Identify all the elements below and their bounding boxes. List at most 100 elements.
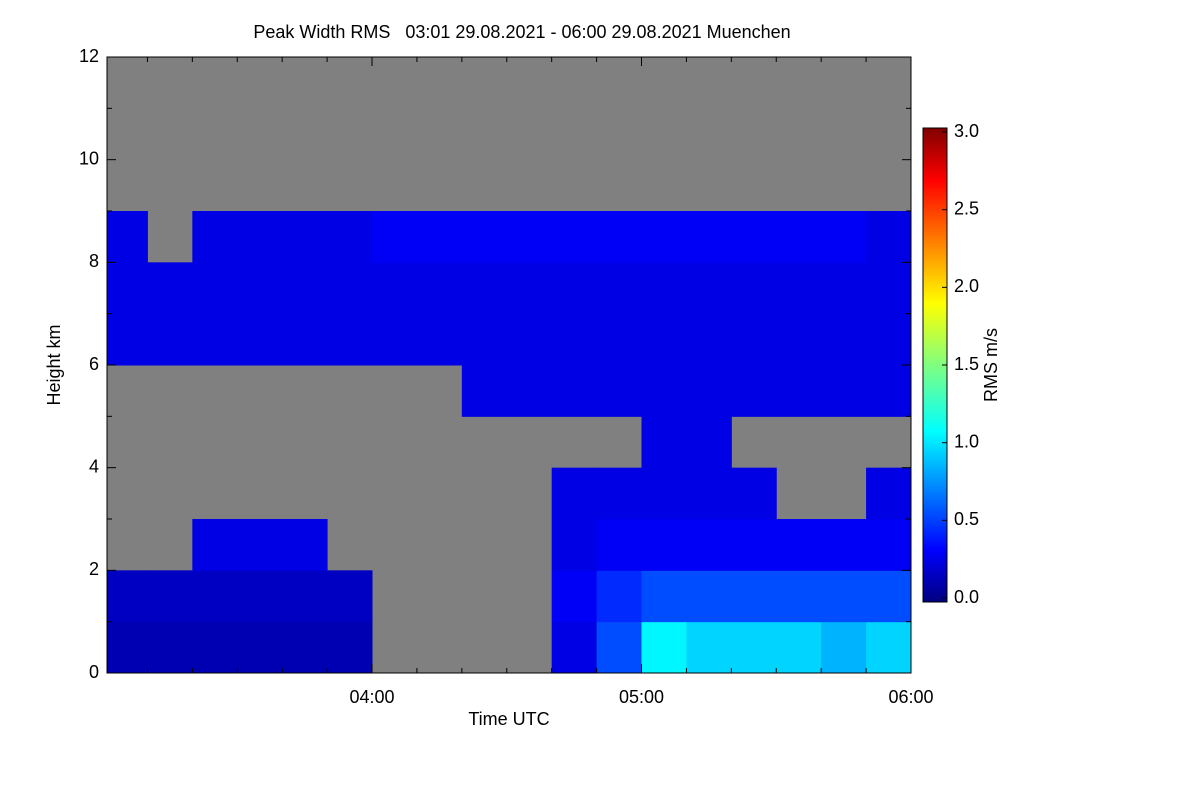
heatmap-cell bbox=[821, 570, 867, 623]
heatmap-cell bbox=[416, 262, 463, 315]
heatmap-cell bbox=[192, 519, 238, 571]
heatmap-cell bbox=[776, 519, 822, 571]
heatmap-cell bbox=[731, 262, 777, 315]
colorbar-label: RMS m/s bbox=[981, 328, 1001, 402]
heatmap-cell bbox=[821, 262, 867, 315]
x-axis-label: Time UTC bbox=[468, 709, 549, 729]
heatmap-cell bbox=[731, 519, 777, 571]
colorbar-tick-label: 0.0 bbox=[954, 587, 979, 607]
y-axis-label: Height km bbox=[44, 324, 64, 405]
heatmap-cell bbox=[731, 621, 777, 674]
heatmap-cell bbox=[686, 570, 732, 623]
heatmap-cell bbox=[866, 262, 912, 315]
y-tick-label: 12 bbox=[79, 46, 99, 66]
heatmap-cell bbox=[776, 365, 822, 417]
heatmap-cell bbox=[192, 211, 238, 263]
heatmap-cell bbox=[192, 313, 238, 366]
heatmap-cell bbox=[237, 519, 283, 571]
colorbar-tick-label: 2.0 bbox=[954, 276, 979, 296]
heatmap-cell bbox=[641, 467, 687, 520]
heatmap-cell bbox=[107, 621, 148, 674]
heatmap-cell bbox=[506, 211, 553, 263]
heatmap-cell bbox=[551, 365, 598, 417]
heatmap-cell bbox=[686, 365, 732, 417]
y-tick-label: 2 bbox=[89, 559, 99, 579]
heatmap-cell bbox=[641, 313, 687, 366]
heatmap-cell bbox=[641, 365, 687, 417]
heatmap-cell bbox=[641, 416, 687, 469]
heatmap-cell bbox=[641, 211, 687, 263]
heatmap-cell bbox=[686, 211, 732, 263]
colorbar-tick-label: 2.5 bbox=[954, 198, 979, 218]
heatmap-cell bbox=[237, 262, 283, 315]
heatmap-cell bbox=[282, 519, 328, 571]
heatmap-cell bbox=[551, 519, 598, 571]
heatmap-cell bbox=[641, 519, 687, 571]
x-tick-label: 06:00 bbox=[888, 687, 933, 707]
heatmap-cell bbox=[551, 313, 598, 366]
heatmap-cell bbox=[107, 313, 148, 366]
colorbar-tick-label: 3.0 bbox=[954, 121, 979, 141]
heatmap-cell bbox=[776, 211, 822, 263]
heatmap-cell bbox=[596, 519, 643, 571]
heatmap-cell bbox=[237, 570, 283, 623]
heatmap-cell bbox=[372, 313, 418, 366]
y-tick-label: 4 bbox=[89, 456, 99, 476]
heatmap-cell bbox=[641, 621, 687, 674]
heatmap-cell bbox=[551, 211, 598, 263]
heatmap-cell bbox=[506, 365, 553, 417]
y-tick-label: 0 bbox=[89, 662, 99, 682]
heatmap-cell bbox=[147, 570, 193, 623]
heatmap-cell bbox=[596, 365, 643, 417]
heatmap-cell bbox=[551, 570, 598, 623]
heatmap-cell bbox=[107, 262, 148, 315]
heatmap-cell bbox=[596, 211, 643, 263]
chart-title: Peak Width RMS 03:01 29.08.2021 - 06:00 … bbox=[253, 22, 790, 42]
heatmap-cell bbox=[686, 519, 732, 571]
heatmap-cell bbox=[686, 467, 732, 520]
heatmap-cell bbox=[596, 570, 643, 623]
heatmap-cell bbox=[776, 570, 822, 623]
heatmap-cell bbox=[821, 621, 867, 674]
heatmap-cell bbox=[731, 313, 777, 366]
x-tick-label: 05:00 bbox=[619, 687, 664, 707]
heatmap-cell bbox=[372, 262, 418, 315]
heatmap-cell bbox=[821, 313, 867, 366]
heatmap-cell bbox=[107, 211, 148, 263]
heatmap-cell bbox=[107, 570, 148, 623]
heatmap-cell bbox=[866, 211, 912, 263]
heatmap-cell bbox=[821, 211, 867, 263]
heatmap-cell bbox=[596, 621, 643, 674]
heatmap-cell bbox=[866, 519, 912, 571]
heatmap-cell bbox=[327, 262, 373, 315]
x-tick-label: 04:00 bbox=[349, 687, 394, 707]
heatmap-cell bbox=[192, 262, 238, 315]
heatmap-cell bbox=[596, 313, 643, 366]
heatmap-cell bbox=[282, 313, 328, 366]
colorbar-tick-label: 0.5 bbox=[954, 509, 979, 529]
heatmap-cell bbox=[147, 621, 193, 674]
heatmap-cell bbox=[866, 570, 912, 623]
heatmap-cell bbox=[327, 570, 373, 623]
heatmap-cell bbox=[192, 621, 238, 674]
heatmap-cell bbox=[776, 621, 822, 674]
y-tick-label: 6 bbox=[89, 354, 99, 374]
heatmap-cell bbox=[551, 621, 598, 674]
heatmap-cell bbox=[461, 365, 508, 417]
heatmap-cell bbox=[416, 211, 463, 263]
colorbar-tick-label: 1.5 bbox=[954, 354, 979, 374]
heatmap-cell bbox=[551, 262, 598, 315]
heatmap-cell bbox=[596, 467, 643, 520]
heatmap-cell bbox=[731, 467, 777, 520]
heatmap-cell bbox=[821, 365, 867, 417]
heatmap-cell bbox=[686, 416, 732, 469]
heatmap-cell bbox=[416, 313, 463, 366]
heatmap-cell bbox=[776, 313, 822, 366]
heatmap-cell bbox=[461, 313, 508, 366]
heatmap-cell bbox=[821, 519, 867, 571]
heatmap-cell bbox=[686, 262, 732, 315]
heatmap-cell bbox=[866, 313, 912, 366]
heatmap-cell bbox=[686, 621, 732, 674]
heatmap-cell bbox=[282, 262, 328, 315]
